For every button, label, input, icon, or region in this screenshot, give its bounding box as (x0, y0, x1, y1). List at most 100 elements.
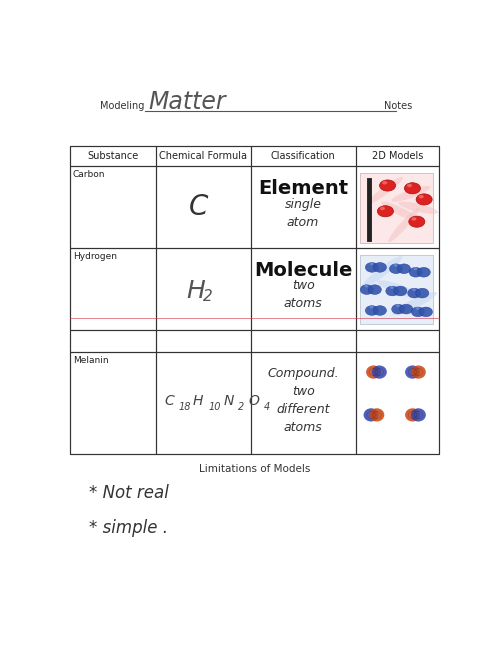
Ellipse shape (400, 304, 413, 314)
Text: N: N (224, 394, 234, 407)
Ellipse shape (386, 286, 399, 296)
Text: Classification: Classification (271, 152, 335, 162)
Ellipse shape (411, 366, 426, 379)
Ellipse shape (379, 180, 396, 191)
Text: H: H (193, 394, 203, 407)
Ellipse shape (405, 366, 420, 379)
Text: 18: 18 (179, 402, 191, 412)
Ellipse shape (394, 286, 407, 296)
Ellipse shape (381, 201, 419, 221)
Text: * simple .: * simple . (89, 519, 168, 537)
Text: Molecule: Molecule (254, 260, 352, 279)
Text: Hydrogen: Hydrogen (73, 252, 117, 262)
Ellipse shape (411, 408, 426, 422)
Ellipse shape (366, 366, 381, 379)
Ellipse shape (377, 205, 393, 217)
Text: O: O (248, 394, 259, 407)
Text: H: H (186, 279, 205, 303)
Text: 4: 4 (264, 402, 270, 412)
Ellipse shape (396, 304, 400, 307)
Ellipse shape (414, 267, 417, 270)
Text: Melanin: Melanin (73, 356, 109, 365)
Ellipse shape (405, 408, 420, 422)
Ellipse shape (412, 288, 416, 291)
Ellipse shape (389, 264, 403, 273)
Bar (360, 173, 433, 243)
Ellipse shape (411, 217, 417, 220)
Ellipse shape (388, 208, 419, 243)
Text: Limitations of Models: Limitations of Models (198, 464, 310, 473)
Ellipse shape (366, 305, 378, 315)
Ellipse shape (365, 284, 368, 288)
Bar (356, 249, 438, 330)
Text: two
atoms: two atoms (284, 279, 322, 311)
Ellipse shape (409, 267, 422, 277)
Ellipse shape (416, 307, 420, 310)
Ellipse shape (398, 201, 438, 214)
Ellipse shape (361, 256, 402, 288)
Ellipse shape (368, 284, 381, 294)
Bar (69, 352, 156, 454)
Ellipse shape (394, 264, 397, 267)
Ellipse shape (373, 305, 386, 315)
Bar (356, 352, 438, 454)
Ellipse shape (370, 408, 384, 422)
Ellipse shape (372, 366, 387, 379)
Bar (250, 330, 356, 352)
Text: 2: 2 (238, 402, 245, 412)
Bar (156, 330, 250, 352)
Ellipse shape (407, 184, 412, 187)
Bar (156, 166, 250, 249)
Ellipse shape (420, 307, 433, 317)
Text: Element: Element (258, 179, 348, 198)
Ellipse shape (409, 216, 425, 227)
Ellipse shape (373, 262, 386, 272)
Bar (156, 249, 250, 330)
Text: C: C (164, 394, 174, 407)
Text: 10: 10 (208, 402, 221, 412)
Bar (156, 146, 250, 166)
Bar (356, 146, 438, 166)
Text: single
atom: single atom (285, 198, 321, 228)
Ellipse shape (377, 281, 423, 299)
Text: 2: 2 (203, 289, 213, 304)
Bar (69, 249, 156, 330)
Bar (250, 352, 356, 454)
Ellipse shape (392, 304, 405, 314)
Text: Substance: Substance (87, 152, 139, 162)
Ellipse shape (397, 264, 411, 273)
Ellipse shape (391, 186, 431, 202)
Text: Chemical Formula: Chemical Formula (159, 152, 248, 162)
Text: Modeling: Modeling (100, 101, 145, 111)
Ellipse shape (370, 262, 373, 266)
Bar (69, 146, 156, 166)
Ellipse shape (366, 262, 378, 272)
Text: Notes: Notes (383, 101, 412, 111)
Ellipse shape (382, 181, 387, 184)
Text: 2D Models: 2D Models (372, 152, 423, 162)
Ellipse shape (419, 195, 424, 198)
Bar (356, 166, 438, 249)
Text: C: C (189, 194, 208, 221)
Ellipse shape (390, 286, 394, 289)
Text: Matter: Matter (148, 90, 226, 114)
Ellipse shape (370, 305, 373, 309)
Ellipse shape (368, 177, 403, 204)
Bar (360, 255, 433, 324)
Ellipse shape (408, 288, 421, 298)
Ellipse shape (360, 284, 373, 294)
Bar (156, 352, 250, 454)
Bar (69, 330, 156, 352)
Ellipse shape (416, 288, 429, 298)
Ellipse shape (411, 307, 425, 317)
Bar (69, 146, 438, 454)
Ellipse shape (364, 408, 378, 422)
Ellipse shape (392, 292, 437, 315)
Ellipse shape (404, 182, 421, 194)
Bar (250, 166, 356, 249)
Bar (250, 249, 356, 330)
Text: Compound.
two
different
atoms: Compound. two different atoms (267, 367, 339, 434)
Text: * Not real: * Not real (89, 484, 169, 502)
Bar (356, 330, 438, 352)
Bar (69, 166, 156, 249)
